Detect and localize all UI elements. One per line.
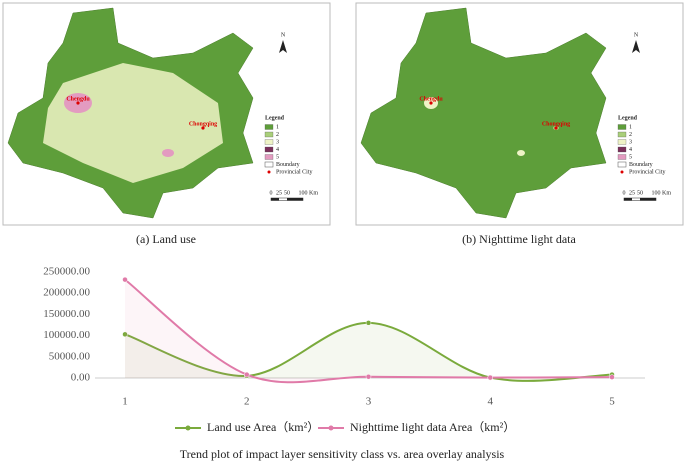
legend-swatch [264, 146, 274, 153]
map-plain [43, 63, 223, 183]
scale-label: 50 [637, 190, 643, 196]
city-label: Chengdu [419, 96, 443, 102]
north-label: N [634, 32, 639, 38]
scale-bar [640, 198, 656, 201]
point [365, 373, 372, 380]
scale-label: 0 [623, 190, 626, 196]
scale-label: Km [662, 190, 671, 196]
legend-label: Boundary [629, 162, 653, 168]
city-dot [201, 126, 205, 130]
y-tick-label: 100000.00 [43, 329, 90, 341]
legend-label: Land use Area（km²） [207, 420, 319, 434]
legend-title: Legend [265, 115, 285, 121]
legend-label: 4 [276, 147, 279, 153]
city-label: Chongqing [542, 121, 570, 127]
legend-swatch [617, 146, 627, 153]
legend-swatch [264, 161, 274, 168]
legend-label: 3 [276, 139, 279, 145]
legend-swatch [617, 161, 627, 168]
legend-swatch [264, 154, 274, 160]
north-label: N [281, 32, 286, 38]
legend-swatch [620, 170, 624, 174]
legend-dot [328, 425, 334, 431]
y-tick-label: 200000.00 [43, 287, 90, 299]
legend-label: Provincial City [276, 169, 313, 175]
x-tick-label: 4 [488, 396, 494, 408]
legend-label: 1 [276, 124, 279, 130]
y-tick-label: 0.00 [71, 372, 91, 384]
scale-bar [624, 198, 632, 201]
series-area [125, 279, 612, 383]
legend-label: 1 [629, 124, 632, 130]
x-tick-label: 2 [244, 396, 250, 408]
legend-swatch [617, 154, 627, 160]
city-dot [429, 101, 433, 105]
north-arrow [279, 40, 287, 53]
point [122, 331, 128, 338]
point [487, 374, 493, 381]
map-caption: (b) Nighttime light data [462, 232, 576, 246]
x-tick-label: 3 [366, 396, 372, 408]
scale-label: 50 [284, 190, 290, 196]
y-tick-label: 250000.00 [43, 266, 90, 278]
scale-label: 0 [270, 190, 273, 196]
scale-label: 100 [299, 190, 308, 196]
legend-swatch [264, 131, 274, 138]
scale-bar [287, 198, 303, 201]
city-label: Chongqing [189, 121, 217, 127]
x-tick-label: 1 [122, 396, 128, 408]
legend-label: 2 [276, 132, 279, 138]
chart-title: Trend plot of impact layer sensitivity c… [180, 447, 505, 461]
scale-label: Km [309, 190, 318, 196]
scale-label: 25 [629, 190, 635, 196]
legend-label: 2 [629, 132, 632, 138]
map-urban [162, 149, 174, 157]
scale-label: 25 [276, 190, 282, 196]
point [244, 371, 250, 378]
y-tick-label: 150000.00 [43, 308, 90, 320]
legend-swatch [617, 139, 627, 145]
point [609, 374, 615, 380]
legend-label: 4 [629, 147, 632, 153]
legend-label: Nighttime light data Area（km²） [350, 420, 515, 434]
legend-dot [185, 425, 191, 431]
legend-label: Provincial City [629, 169, 666, 175]
scale-bar [271, 198, 279, 201]
map-panel: Chengdu Chongqing N Legend 1 23 45 BoundaryProv… [2, 2, 331, 226]
legend-swatch [264, 139, 274, 145]
map-caption: (a) Land use [136, 232, 196, 246]
legend-label: 3 [629, 139, 632, 145]
legend-swatch [617, 124, 627, 130]
city-dot [76, 101, 80, 105]
series-area [125, 322, 612, 381]
x-tick-label: 5 [609, 396, 615, 408]
map-panel: Chengdu Chongqing N Legend 1 23 45 BoundaryProv… [355, 2, 684, 226]
scale-label: 100 [652, 190, 661, 196]
city-label: Chengdu [66, 96, 90, 102]
legend-label: 5 [276, 154, 279, 160]
legend-title: Legend [618, 115, 638, 121]
legend-label: Boundary [276, 162, 300, 168]
legend-swatch [617, 131, 627, 138]
y-tick-label: 50000.00 [49, 350, 91, 362]
legend-swatch [264, 124, 274, 130]
map-region [360, 7, 607, 219]
legend-swatch [267, 170, 271, 174]
legend-label: 5 [629, 154, 632, 160]
point [122, 276, 128, 283]
map-light [517, 150, 525, 156]
city-dot [554, 126, 558, 130]
point [365, 320, 372, 326]
north-arrow [632, 40, 640, 53]
